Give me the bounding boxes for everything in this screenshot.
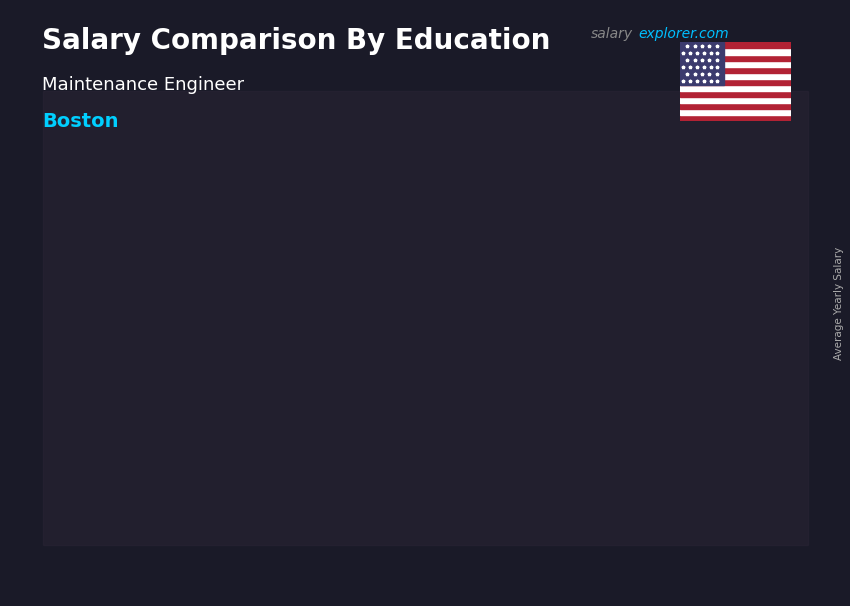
Bar <box>680 67 790 73</box>
Bar <box>680 48 790 55</box>
Bar <box>680 61 790 67</box>
Bar <box>680 42 790 48</box>
Bar <box>680 73 790 79</box>
Bar <box>434 156 591 545</box>
Bar <box>42 91 807 545</box>
Bar <box>680 103 790 109</box>
Polygon shape <box>171 276 360 290</box>
Text: Boston: Boston <box>42 112 119 131</box>
Bar <box>680 85 790 91</box>
Bar <box>680 55 790 61</box>
Text: Master's Degree: Master's Degree <box>429 569 596 587</box>
Text: +53%: +53% <box>334 85 411 110</box>
Text: salary: salary <box>591 27 633 41</box>
Bar <box>680 91 790 97</box>
Bar <box>680 115 790 121</box>
Text: explorer.com: explorer.com <box>638 27 729 41</box>
Bar <box>171 290 327 545</box>
Text: Average Yearly Salary: Average Yearly Salary <box>834 247 844 359</box>
Bar <box>434 156 447 545</box>
Bar <box>680 109 790 115</box>
Polygon shape <box>434 142 623 156</box>
Bar <box>680 42 724 85</box>
Bar <box>171 290 184 545</box>
Polygon shape <box>327 276 360 545</box>
Text: Bachelor's Degree: Bachelor's Degree <box>157 569 342 587</box>
Text: 67,700 USD: 67,700 USD <box>180 247 289 264</box>
Text: Maintenance Engineer: Maintenance Engineer <box>42 76 245 94</box>
Text: Salary Comparison By Education: Salary Comparison By Education <box>42 27 551 55</box>
Bar <box>680 97 790 103</box>
Bar <box>680 79 790 85</box>
Polygon shape <box>591 142 623 545</box>
Text: 103,000 USD: 103,000 USD <box>504 113 625 131</box>
